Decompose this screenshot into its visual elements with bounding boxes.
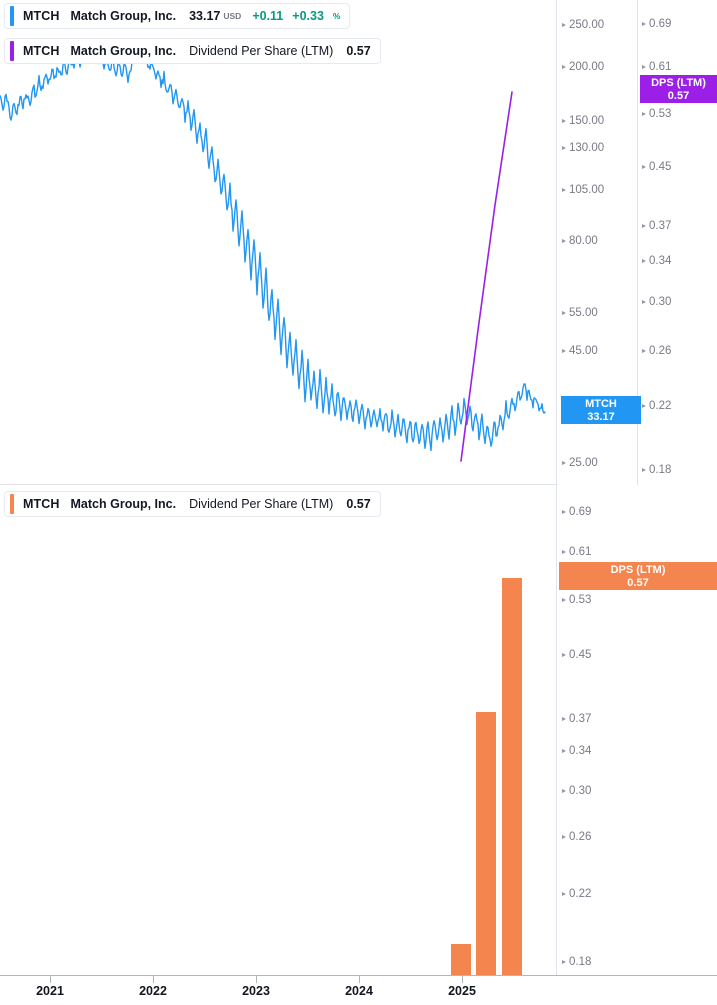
legend-price[interactable]: MTCH Match Group, Inc. 33.17 USD +0.11 +… bbox=[4, 3, 351, 29]
legend-price-company: Match Group, Inc. bbox=[70, 9, 177, 23]
legend-dps-overlay-value: 0.57 bbox=[346, 44, 371, 58]
price-line bbox=[0, 47, 546, 452]
legend-price-change-percent: +0.33 bbox=[292, 9, 324, 23]
price-axis-tick: 250.00 bbox=[569, 19, 605, 31]
legend-dps-overlay-description: Dividend Per Share (LTM) bbox=[189, 44, 334, 58]
legend-dps-pane[interactable]: MTCH Match Group, Inc. Dividend Per Shar… bbox=[4, 491, 381, 517]
x-axis-line bbox=[0, 975, 717, 976]
dps-pane-last-badge-label: DPS (LTM) bbox=[610, 564, 666, 576]
price-axis-tick: 80.00 bbox=[569, 235, 598, 247]
legend-dps-pane-company: Match Group, Inc. bbox=[70, 497, 177, 511]
pane-divider[interactable] bbox=[0, 484, 557, 485]
x-axis-tick-mark bbox=[153, 976, 154, 983]
dps-pane-axis-tick: 0.53 bbox=[569, 594, 592, 606]
dps-overlay-axis-tick: 0.45 bbox=[649, 161, 672, 173]
plot-right-border bbox=[556, 0, 557, 975]
x-axis-tick-label: 2023 bbox=[242, 984, 270, 998]
dps-overlay-axis-tick: 0.37 bbox=[649, 220, 672, 232]
price-axis-tick: 150.00 bbox=[569, 115, 605, 127]
dps-pane-axis-tick: 0.37 bbox=[569, 713, 592, 725]
dps-overlay-last-badge-value: 0.57 bbox=[667, 90, 690, 102]
price-last-badge-label: MTCH bbox=[585, 398, 617, 410]
legend-dps-pane-accent bbox=[10, 494, 14, 514]
dps-overlay-axis-tick: 0.34 bbox=[649, 255, 672, 267]
dps-bar-plot bbox=[451, 578, 522, 975]
dps-overlay-line bbox=[460, 91, 513, 462]
x-axis-tick-mark bbox=[256, 976, 257, 983]
dps-overlay-axis-tick: 0.69 bbox=[649, 18, 672, 30]
dps-overlay-axis-tick: 0.22 bbox=[649, 400, 672, 412]
dps-pane-axis-tick: 0.26 bbox=[569, 831, 592, 843]
dps-pane-axis-tick: 0.22 bbox=[569, 888, 592, 900]
dps-pane-axis-tick: 0.61 bbox=[569, 546, 592, 558]
dps-overlay-axis-tick: 0.61 bbox=[649, 61, 672, 73]
dps-overlay-last-badge-label: DPS (LTM) bbox=[651, 77, 706, 89]
x-axis-tick-label: 2024 bbox=[345, 984, 373, 998]
dps-pane-axis-tick: 0.45 bbox=[569, 649, 592, 661]
legend-dps-pane-description: Dividend Per Share (LTM) bbox=[189, 497, 334, 511]
price-axis-tick: 130.00 bbox=[569, 142, 605, 154]
dps-pane bbox=[0, 486, 717, 975]
dps-pane-last-badge-value: 0.57 bbox=[627, 577, 649, 589]
x-axis-tick-label: 2022 bbox=[139, 984, 167, 998]
dps-pane-axis-tick: 0.69 bbox=[569, 506, 592, 518]
dps-overlay-axis-tick: 0.53 bbox=[649, 108, 672, 120]
x-axis-tick-label: 2025 bbox=[448, 984, 476, 998]
legend-dps-overlay-accent bbox=[10, 41, 14, 61]
x-axis-tick-mark bbox=[462, 976, 463, 983]
price-axis-tick: 105.00 bbox=[569, 184, 605, 196]
legend-dps-pane-symbol[interactable]: MTCH bbox=[23, 497, 60, 511]
dps-overlay-axis-tick: 0.30 bbox=[649, 296, 672, 308]
dps-pane-axis-tick: 0.34 bbox=[569, 745, 592, 757]
x-axis-tick-mark bbox=[359, 976, 360, 983]
dps-overlay-axis-tick: 0.26 bbox=[649, 345, 672, 357]
dps-pane-last-badge[interactable]: DPS (LTM) 0.57 bbox=[559, 562, 717, 590]
legend-price-accent bbox=[10, 6, 14, 26]
dps-pane-axis-tick: 0.18 bbox=[569, 956, 592, 968]
price-axis-tick: 200.00 bbox=[569, 61, 605, 73]
dps-bar[interactable] bbox=[502, 578, 522, 975]
legend-price-change: +0.11 bbox=[252, 9, 284, 23]
legend-price-symbol[interactable]: MTCH bbox=[23, 9, 60, 23]
dps-pane-axis-tick: 0.30 bbox=[569, 785, 592, 797]
legend-price-percent-sign: % bbox=[332, 11, 341, 21]
legend-dps-overlay-company: Match Group, Inc. bbox=[70, 44, 177, 58]
dps-bar[interactable] bbox=[451, 944, 471, 975]
x-axis-tick-mark bbox=[50, 976, 51, 983]
price-axis-tick: 55.00 bbox=[569, 307, 598, 319]
dps-overlay-last-badge[interactable]: DPS (LTM) 0.57 bbox=[640, 75, 717, 103]
dps-overlay-axis-tick: 0.18 bbox=[649, 464, 672, 476]
x-axis-tick-label: 2021 bbox=[36, 984, 64, 998]
legend-dps-overlay[interactable]: MTCH Match Group, Inc. Dividend Per Shar… bbox=[4, 38, 381, 64]
dps-bar[interactable] bbox=[476, 712, 496, 975]
price-last-badge-value: 33.17 bbox=[587, 411, 615, 423]
legend-dps-overlay-symbol[interactable]: MTCH bbox=[23, 44, 60, 58]
legend-price-last: 33.17 bbox=[189, 9, 221, 23]
price-last-badge[interactable]: MTCH 33.17 bbox=[561, 396, 641, 424]
price-axis-tick: 45.00 bbox=[569, 345, 598, 357]
legend-dps-pane-value: 0.57 bbox=[346, 497, 371, 511]
axis-divider bbox=[637, 0, 638, 485]
legend-price-currency: USD bbox=[223, 11, 242, 21]
price-axis-tick: 25.00 bbox=[569, 457, 598, 469]
